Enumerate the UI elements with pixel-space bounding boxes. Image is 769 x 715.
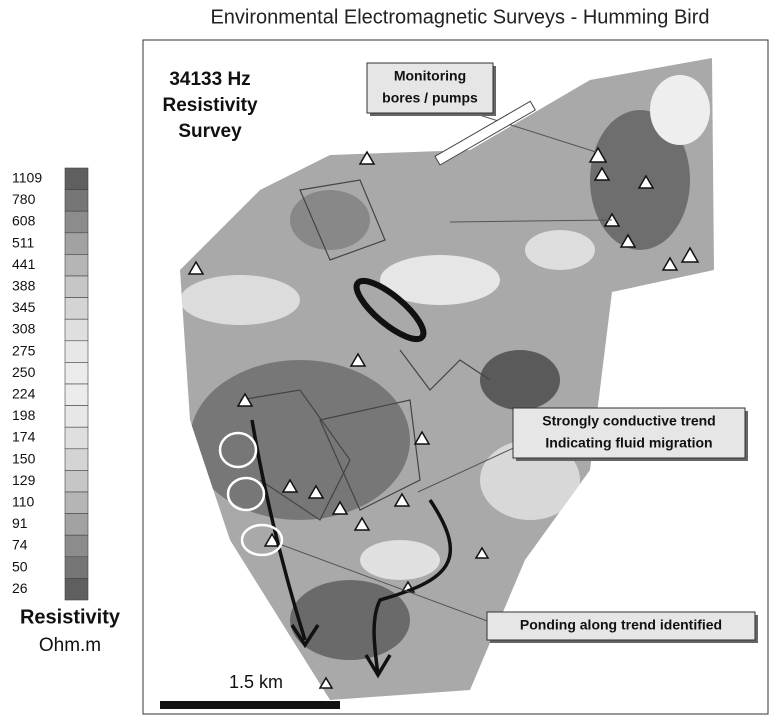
legend-value: 441 [12, 256, 36, 272]
legend-swatch [65, 276, 88, 298]
legend-swatch [65, 254, 88, 276]
legend-title: Resistivity [20, 606, 121, 628]
legend-units: Ohm.m [39, 635, 101, 656]
legend-value: 511 [12, 234, 35, 250]
legend-swatch [65, 319, 88, 341]
page: Environmental Electromagnetic Surveys - … [0, 0, 769, 715]
legend-swatch [65, 535, 88, 557]
legend-swatch [65, 406, 88, 428]
legend-value: 345 [12, 299, 36, 315]
legend-value: 388 [12, 278, 36, 294]
legend-value: 780 [12, 191, 36, 207]
legend-swatch [65, 362, 88, 384]
title: Environmental Electromagnetic Surveys - … [210, 6, 709, 28]
legend-value: 91 [12, 515, 28, 531]
legend-swatch [65, 578, 88, 600]
legend-swatch [65, 211, 88, 233]
legend-swatch [65, 341, 88, 363]
legend-value: 26 [12, 580, 28, 596]
legend-value: 224 [12, 386, 36, 402]
scale-bar [160, 701, 340, 709]
legend: 1109 780 608 511 441 388 345 308 275 250 224 198 174… [12, 168, 88, 600]
legend-value: 250 [12, 364, 36, 380]
scale-bar-label: 1.5 km [229, 672, 283, 692]
legend-swatch [65, 557, 88, 579]
legend-value: 174 [12, 429, 36, 445]
legend-swatch [65, 470, 88, 492]
legend-swatch [65, 514, 88, 536]
callout-text: Monitoring [394, 68, 466, 84]
legend-swatch [65, 492, 88, 514]
callout-text: Strongly conductive trend [542, 413, 715, 429]
legend-swatch [65, 427, 88, 449]
legend-swatch [65, 384, 88, 406]
legend-value: 308 [12, 321, 36, 337]
survey-label-line: Resistivity [162, 95, 257, 116]
legend-value: 50 [12, 558, 28, 574]
callout-text: bores / pumps [382, 90, 478, 106]
legend-swatch [65, 449, 88, 471]
legend-swatch [65, 298, 88, 320]
legend-value: 74 [12, 537, 28, 553]
legend-value: 275 [12, 342, 36, 358]
legend-swatch [65, 168, 88, 190]
callout-text: Indicating fluid migration [545, 435, 712, 451]
legend-value: 1109 [12, 170, 42, 186]
legend-swatch [65, 190, 88, 212]
callout-text: Ponding along trend identified [520, 617, 722, 633]
legend-value: 150 [12, 450, 36, 466]
legend-value: 198 [12, 407, 36, 423]
survey-label-line: Survey [178, 121, 242, 142]
legend-swatch [65, 233, 88, 255]
legend-value: 608 [12, 213, 36, 229]
survey-label-line: 34133 Hz [169, 69, 250, 90]
legend-value: 110 [12, 494, 35, 510]
legend-value: 129 [12, 472, 36, 488]
survey-label: 34133 Hz Resistivity Survey [162, 69, 257, 142]
